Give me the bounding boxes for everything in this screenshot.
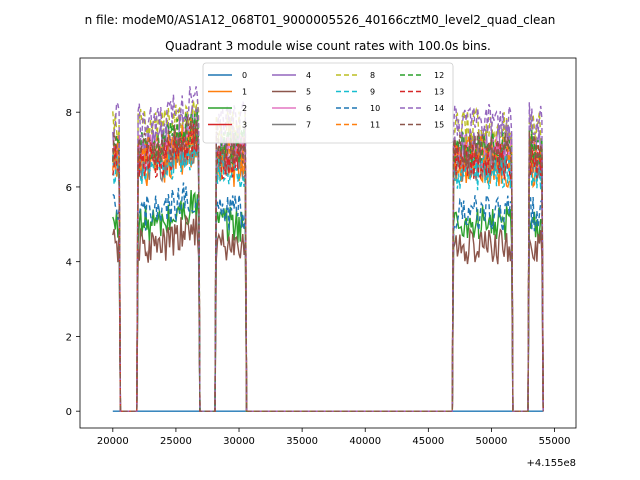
x-tick-label: 25000 [160,436,192,447]
x-tick-label: 30000 [223,436,255,447]
x-tick-label: 20000 [97,436,129,447]
series-line-2 [112,189,544,412]
y-tick-label: 0 [66,407,72,418]
legend-label: 12 [434,71,444,80]
x-axis: 20000 25000 30000 35000 40000 45000 50000 55000 [97,428,571,447]
legend-box [202,62,454,144]
legend-label: 0 [242,71,247,80]
legend-label: 14 [434,104,444,113]
legend-label: 9 [370,88,375,97]
series-line-5 [112,214,544,412]
legend-label: 6 [306,104,311,113]
series-line-8 [112,100,544,412]
plot-lines [112,86,544,412]
y-tick-label: 6 [66,183,72,194]
x-tick-label: 50000 [476,436,508,447]
series-line-9 [112,143,544,412]
x-offset-label: +4.155e8 [526,458,576,469]
x-tick-label: 45000 [412,436,444,447]
legend-label: 7 [306,121,311,130]
y-tick-label: 8 [66,108,72,119]
y-tick-label: 4 [66,258,72,269]
legend-label: 11 [370,121,380,130]
series-line-13 [112,123,544,412]
y-axis: 0 2 4 6 8 [66,108,80,418]
series-line-10 [112,182,544,412]
x-tick-label: 35000 [286,436,318,447]
legend-label: 10 [370,104,380,113]
legend-label: 8 [370,71,375,80]
y-tick-label: 2 [66,332,72,343]
legend-label: 4 [306,71,311,80]
legend-label: 2 [242,104,247,113]
legend-label: 5 [306,88,311,97]
chart-title: Quadrant 3 module wise count rates with … [165,39,491,53]
figure-suptitle: n file: modeM0/AS1A12_068T01_9000005526_… [85,13,556,27]
legend-label: 15 [434,121,444,130]
legend-label: 13 [434,88,444,97]
legend-label: 3 [242,121,247,130]
series-line-15 [112,116,544,412]
plot-frame [79,57,577,429]
x-tick-label: 40000 [349,436,381,447]
legend-label: 1 [242,88,247,97]
series-line-14 [112,86,544,412]
x-tick-label: 55000 [539,436,571,447]
